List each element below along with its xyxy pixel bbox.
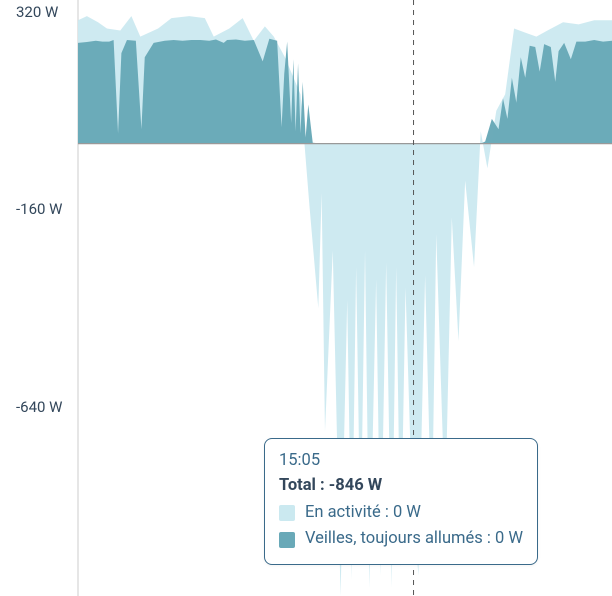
tooltip-row-activite: En activité : 0 W [279,501,523,526]
series-veilles [78,39,612,144]
tooltip-time: 15:05 [279,449,523,474]
swatch-activite [279,505,295,521]
power-chart: 15:05 Total : -846 W En activité : 0 W V… [0,0,612,596]
chart-tooltip: 15:05 Total : -846 W En activité : 0 W V… [264,438,538,565]
tooltip-total: Total : -846 W [279,474,523,499]
y-axis-tick-label: 320 W [0,3,86,21]
swatch-veilles [279,532,295,548]
y-axis-tick-label: -160 W [0,200,86,218]
y-axis-tick-label: -640 W [0,398,86,416]
tooltip-row-veilles: Veilles, toujours allumés : 0 W [279,527,523,552]
